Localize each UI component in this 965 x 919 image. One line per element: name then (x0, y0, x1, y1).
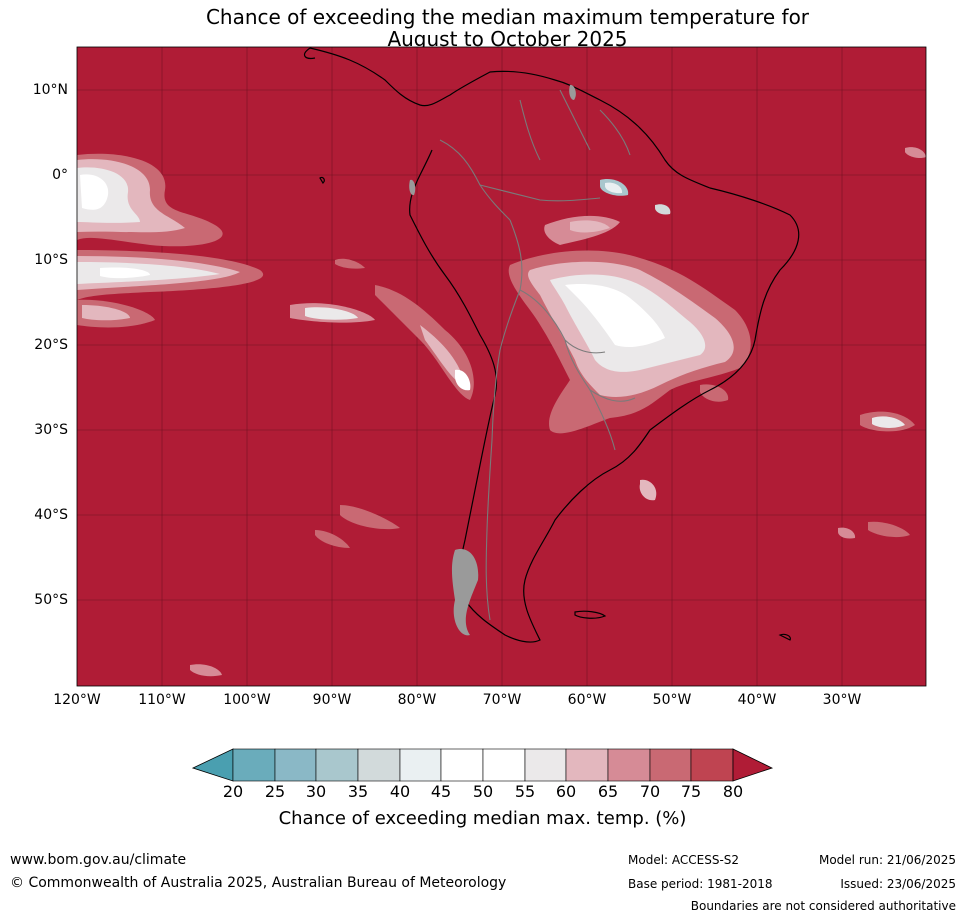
lat-label-20s: 20°S (34, 337, 68, 353)
colorbar-tick-60: 60 (555, 782, 577, 801)
footer-model-run: Model run: 21/06/2025 (818, 853, 956, 867)
footer-issued: Issued: 23/06/2025 (840, 877, 956, 891)
lon-label-120w: 120°W (53, 692, 101, 708)
coastline (303, 47, 800, 643)
lat-label-40s: 40°S (34, 507, 68, 523)
colorbar-tick-40: 40 (389, 782, 411, 801)
colorbar-low-arrow (191, 748, 234, 782)
colorbar-bin-30-35 (315, 748, 359, 782)
lat-label-0: 0° (52, 167, 68, 183)
colorbar-tick-35: 35 (347, 782, 369, 801)
brazil-low-probability-region (454, 179, 751, 501)
lon-label-70w: 70°W (482, 692, 522, 708)
colorbar-bin-75-80 (690, 748, 734, 782)
lon-label-100w: 100°W (223, 692, 271, 708)
colorbar-tick-75: 75 (680, 782, 702, 801)
colorbar-tick-70: 70 (639, 782, 661, 801)
footer-copyright: © Commonwealth of Australia 2025, Austra… (10, 875, 507, 891)
lon-label-80w: 80°W (397, 692, 437, 708)
colorbar-tick-65: 65 (597, 782, 619, 801)
colorbar-bin-55-60 (524, 748, 567, 782)
colorbar-bin-40-45 (399, 748, 442, 782)
footer-model: Model: ACCESS-S2 (628, 853, 740, 867)
colorbar-bin-50-55 (482, 748, 526, 782)
map-frame (76, 46, 927, 687)
colorbar-bin-45-50 (440, 748, 484, 782)
lon-label-90w: 90°W (312, 692, 352, 708)
land-mask-patches (409, 84, 576, 636)
colorbar-bin-65-70 (607, 748, 651, 782)
country-boundaries (439, 89, 636, 621)
footer-url-link[interactable]: www.bom.gov.au/climate (10, 852, 187, 868)
colorbar-bin-60-65 (565, 748, 609, 782)
colorbar-tick-80: 80 (722, 782, 744, 801)
map-title-line-1: Chance of exceeding the median maximum t… (205, 5, 810, 29)
lon-label-40w: 40°W (737, 692, 777, 708)
colorbar-label: Chance of exceeding median max. temp. (%… (278, 808, 687, 829)
colorbar-tick-20: 20 (222, 782, 244, 801)
map-title-line-2: August to October 2025 (387, 27, 628, 51)
lat-label-10n: 10°N (32, 82, 68, 98)
lon-label-50w: 50°W (652, 692, 692, 708)
lon-label-60w: 60°W (567, 692, 607, 708)
colorbar-bin-70-75 (649, 748, 692, 782)
colorbar (191, 748, 774, 782)
colorbar-high-arrow (732, 748, 774, 782)
lon-label-110w: 110°W (138, 692, 186, 708)
lat-label-30s: 30°S (34, 422, 68, 438)
colorbar-bin-25-30 (274, 748, 317, 782)
colorbar-bin-35-40 (357, 748, 401, 782)
colorbar-tick-55: 55 (514, 782, 536, 801)
colorbar-tick-45: 45 (430, 782, 452, 801)
colorbar-tick-30: 30 (305, 782, 327, 801)
graticule (77, 47, 926, 686)
map-panel (77, 47, 926, 686)
lon-label-30w: 30°W (822, 692, 862, 708)
footer-disclaimer: Boundaries are not considered authoritat… (690, 899, 956, 913)
lat-label-50s: 50°S (34, 592, 68, 608)
lat-label-10s: 10°S (34, 252, 68, 268)
pacific-low-probability-region (77, 147, 926, 677)
colorbar-bin-20-25 (232, 748, 276, 782)
footer-base-period: Base period: 1981-2018 (628, 877, 773, 891)
colorbar-tick-25: 25 (264, 782, 286, 801)
colorbar-tick-50: 50 (472, 782, 494, 801)
